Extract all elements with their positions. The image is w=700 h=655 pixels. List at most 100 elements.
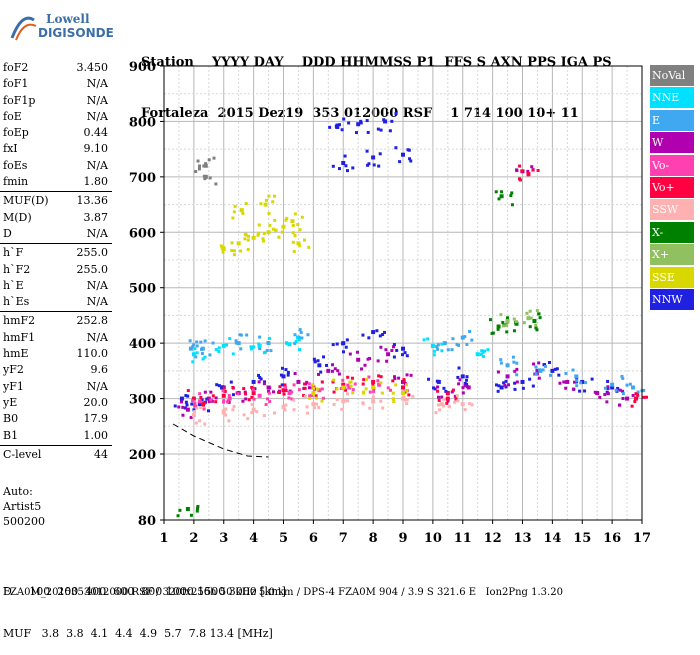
data-point-echo bbox=[209, 398, 213, 402]
data-point-echo bbox=[277, 390, 281, 394]
data-point-echo bbox=[491, 331, 495, 335]
data-point bbox=[442, 341, 447, 346]
data-point-echo bbox=[528, 309, 532, 313]
data-point-echo bbox=[181, 413, 185, 417]
auto-label: Auto: bbox=[3, 485, 33, 498]
x-tick-label: 4 bbox=[249, 531, 258, 546]
data-point-echo bbox=[222, 399, 226, 403]
data-point-echo bbox=[292, 383, 296, 387]
param-value: N/A bbox=[86, 330, 108, 344]
data-point-echo bbox=[196, 506, 200, 510]
param-label: h`E bbox=[3, 278, 24, 292]
param-value: N/A bbox=[86, 77, 108, 91]
data-point bbox=[221, 393, 226, 398]
data-point-echo bbox=[405, 402, 409, 406]
data-point bbox=[317, 363, 322, 368]
data-point-echo bbox=[304, 382, 308, 386]
data-point bbox=[221, 410, 226, 415]
data-point-echo bbox=[241, 399, 245, 403]
data-point-echo bbox=[298, 228, 302, 232]
data-point-echo bbox=[313, 387, 317, 391]
data-point-echo bbox=[455, 394, 459, 398]
data-point-echo bbox=[365, 149, 369, 153]
data-point-echo bbox=[321, 396, 325, 400]
data-point-echo bbox=[287, 396, 291, 400]
data-point bbox=[179, 396, 184, 401]
data-point-echo bbox=[603, 393, 607, 397]
param-value: N/A bbox=[86, 109, 108, 123]
data-point-echo bbox=[432, 386, 436, 390]
data-point-echo bbox=[368, 390, 372, 394]
data-point-echo bbox=[267, 389, 271, 393]
data-point bbox=[200, 346, 205, 351]
y-tick-label: 400 bbox=[129, 337, 156, 352]
data-point-echo bbox=[515, 168, 519, 172]
data-point-echo bbox=[247, 398, 251, 402]
data-point-echo bbox=[264, 403, 268, 407]
data-point-echo bbox=[317, 406, 321, 410]
data-point bbox=[311, 402, 316, 407]
data-point-echo bbox=[277, 389, 281, 393]
data-point-echo bbox=[377, 164, 381, 168]
data-point-echo bbox=[200, 398, 204, 402]
data-point-echo bbox=[397, 376, 401, 380]
data-point-echo bbox=[379, 399, 383, 403]
param-value: 3.87 bbox=[83, 210, 109, 224]
data-point-echo bbox=[564, 371, 568, 375]
data-point-echo bbox=[575, 380, 579, 384]
data-point-echo bbox=[442, 404, 446, 408]
data-point-echo bbox=[221, 400, 225, 404]
data-point bbox=[625, 396, 630, 401]
data-point-echo bbox=[606, 391, 610, 395]
data-point bbox=[236, 241, 241, 246]
data-point-echo bbox=[403, 351, 407, 355]
data-point-echo bbox=[231, 352, 235, 356]
data-point-echo bbox=[361, 390, 365, 394]
data-point-echo bbox=[440, 349, 444, 353]
data-point-echo bbox=[628, 382, 632, 386]
data-point-echo bbox=[501, 320, 505, 324]
data-point-echo bbox=[251, 387, 255, 391]
data-point-echo bbox=[351, 388, 355, 392]
data-point-echo bbox=[311, 383, 315, 387]
x-tick-label: 16 bbox=[603, 531, 621, 546]
data-point-echo bbox=[456, 375, 460, 379]
data-point-echo bbox=[621, 376, 625, 380]
data-point-echo bbox=[402, 379, 406, 383]
data-point-echo bbox=[538, 316, 542, 320]
data-point-echo bbox=[503, 383, 507, 387]
data-point-echo bbox=[316, 387, 320, 391]
x-tick-label: 1 bbox=[159, 531, 168, 546]
x-tick-label: 10 bbox=[424, 531, 442, 546]
data-point-echo bbox=[621, 392, 625, 396]
data-point-echo bbox=[196, 159, 200, 163]
data-point bbox=[377, 382, 382, 387]
series-e bbox=[188, 328, 646, 398]
x-tick-label: 2 bbox=[189, 531, 198, 546]
data-point-echo bbox=[202, 174, 206, 178]
data-point-echo bbox=[264, 198, 268, 202]
data-point-echo bbox=[285, 341, 289, 345]
data-point-echo bbox=[224, 407, 228, 411]
data-point-echo bbox=[480, 349, 484, 353]
data-point-echo bbox=[335, 397, 339, 401]
data-point-echo bbox=[501, 324, 505, 328]
data-point-echo bbox=[465, 382, 469, 386]
data-point-echo bbox=[468, 329, 472, 333]
param-row-fof1: foF1 N/A bbox=[0, 76, 112, 92]
param-label: foF1p bbox=[3, 93, 36, 107]
data-point-echo bbox=[537, 376, 541, 380]
data-point-echo bbox=[625, 383, 629, 387]
data-point-echo bbox=[332, 378, 336, 382]
data-point-echo bbox=[351, 391, 355, 395]
data-point-echo bbox=[598, 395, 602, 399]
data-point-echo bbox=[280, 230, 284, 234]
data-point-echo bbox=[391, 391, 395, 395]
data-point bbox=[526, 172, 531, 177]
data-point-echo bbox=[186, 408, 190, 412]
data-point-echo bbox=[311, 383, 315, 387]
param-separator bbox=[0, 191, 112, 193]
data-point-echo bbox=[422, 338, 426, 342]
data-point-echo bbox=[537, 312, 541, 316]
x-tick-label: 11 bbox=[454, 531, 472, 546]
